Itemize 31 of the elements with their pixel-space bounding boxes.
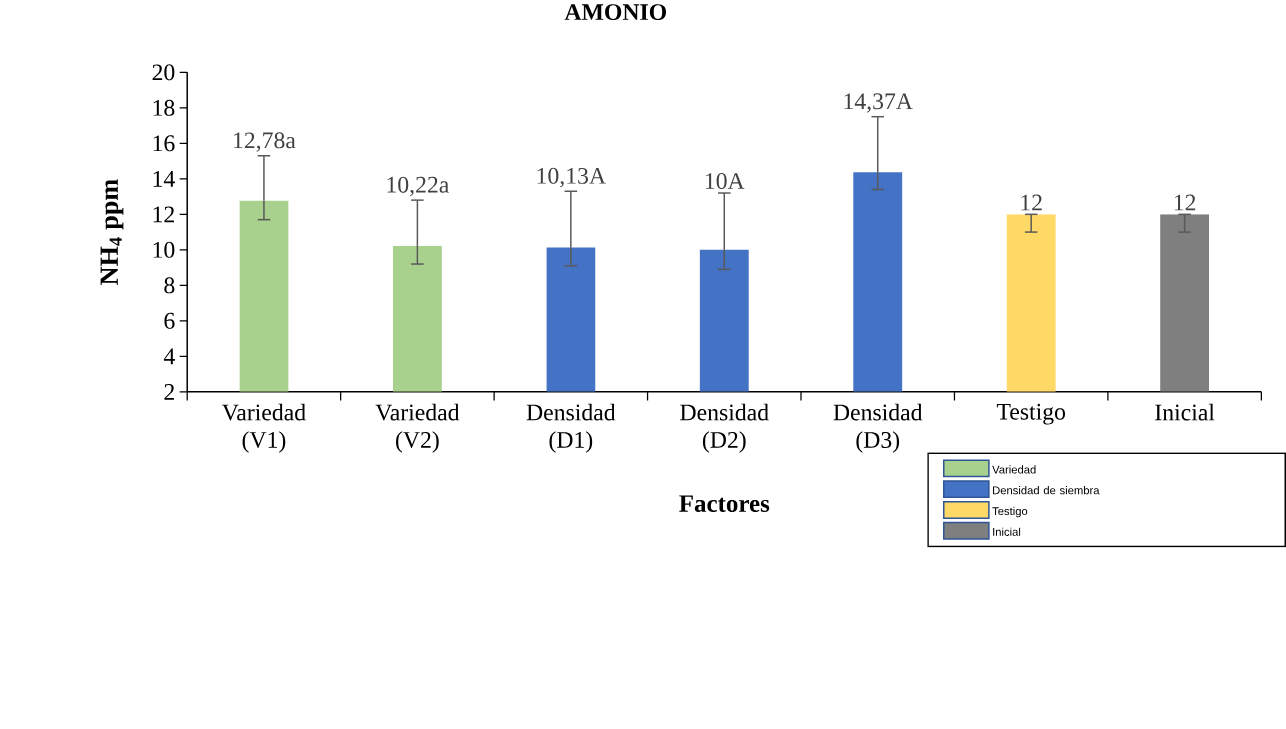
y-tick-label: 12 <box>153 206 174 223</box>
x-tick-label: Variedad (V2) <box>375 403 460 453</box>
data-label: 10,13A <box>537 167 606 188</box>
x-tick-label: Variedad (V1) <box>222 403 306 453</box>
x-axis-title: Factores <box>679 495 770 512</box>
y-axis-title: NH$_{4}$ ppm <box>100 179 124 285</box>
y-tick-label: 8 <box>164 277 175 294</box>
y-tick-label: 16 <box>153 135 175 152</box>
y-tick-label: 10 <box>153 241 175 258</box>
data-label: 12 <box>1174 194 1196 211</box>
chart-title: AMONIO <box>564 4 667 21</box>
y-tick-label: 20 <box>152 64 175 81</box>
data-label: 10,22a <box>387 176 449 197</box>
legend-label: Inicial <box>993 527 1021 536</box>
x-tick-label: Densidad (D1) <box>526 403 616 453</box>
legend-label: Densidad de siembra <box>993 486 1100 495</box>
x-tick-label: Testigo <box>996 403 1066 425</box>
x-tick-label: Densidad (D2) <box>680 403 769 453</box>
legend-label: Variedad <box>992 465 1036 474</box>
x-tick-label: Densidad (D3) <box>833 403 923 453</box>
y-tick-label: 6 <box>164 312 175 329</box>
y-tick-label: 4 <box>163 348 175 365</box>
y-tick-label: 14 <box>153 170 175 187</box>
x-tick-label: Inicial <box>1155 403 1215 421</box>
data-label: 10A <box>705 172 745 189</box>
y-tick-label: 18 <box>153 99 175 116</box>
data-label: 12 <box>1021 194 1042 211</box>
data-label: 12,78a <box>234 132 296 152</box>
data-label: 14,37A <box>844 93 913 113</box>
y-tick-label: 2 <box>164 383 174 400</box>
legend-label: Testigo <box>992 506 1028 518</box>
